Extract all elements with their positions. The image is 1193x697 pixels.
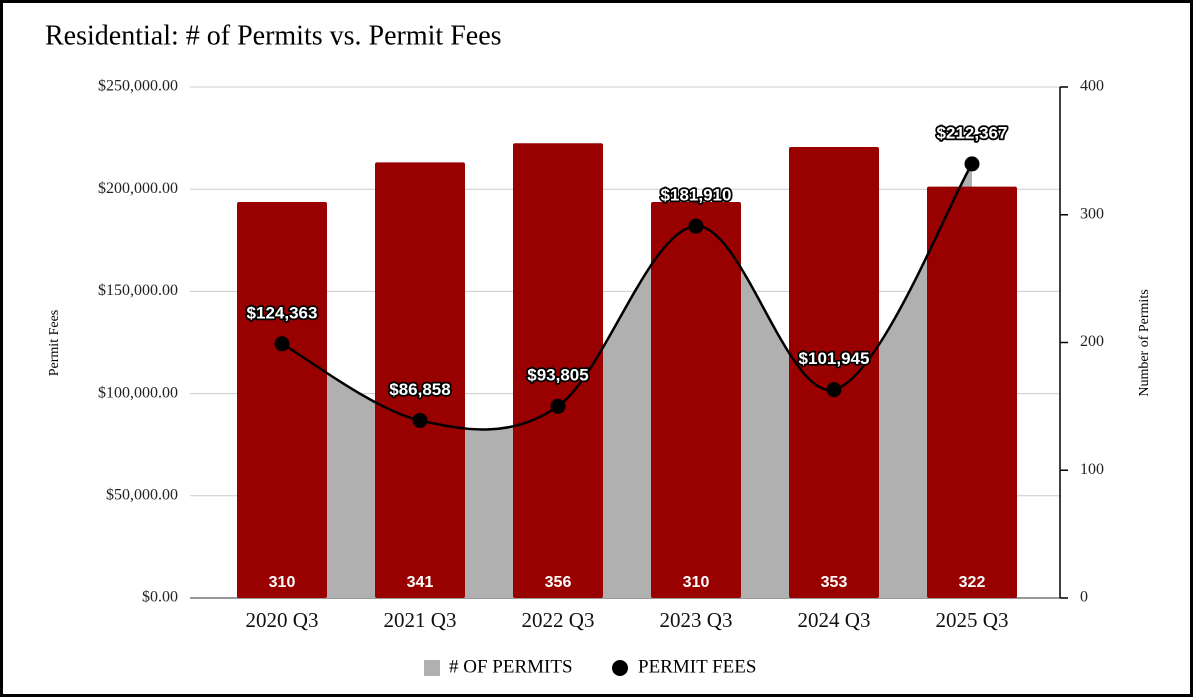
- chart-title: Residential: # of Permits vs. Permit Fee…: [45, 20, 502, 51]
- point: [964, 156, 980, 172]
- bar-label: 341: [407, 574, 434, 591]
- data-label: $101,945: [799, 349, 870, 368]
- legend-swatch: [424, 660, 440, 676]
- bar-label: 322: [959, 574, 986, 591]
- y-axis-label: Permit Fees: [47, 310, 62, 377]
- point: [688, 218, 704, 234]
- x-tick-label: 2023 Q3: [660, 608, 733, 632]
- y-tick-label: $150,000.00: [98, 282, 178, 299]
- point: [412, 412, 428, 428]
- y2-tick-label: 200: [1080, 333, 1104, 350]
- bar: [789, 147, 879, 599]
- legend-label: PERMIT FEES: [638, 656, 756, 677]
- x-tick-label: 2024 Q3: [798, 608, 871, 632]
- bar: [237, 201, 327, 598]
- y-tick-label: $200,000.00: [98, 180, 178, 197]
- y-tick-label: $50,000.00: [106, 486, 178, 503]
- y-tick-label: $0.00: [142, 589, 178, 606]
- bar-label: 356: [545, 574, 572, 591]
- y2-tick-label: 300: [1080, 205, 1104, 222]
- x-tick-label: 2025 Q3: [936, 608, 1009, 632]
- data-label: $181,910: [661, 186, 732, 205]
- y-tick-label: $100,000.00: [98, 384, 178, 401]
- bar-label: 310: [683, 574, 710, 591]
- y2-tick-label: 100: [1080, 461, 1104, 478]
- x-tick-label: 2020 Q3: [246, 608, 319, 632]
- data-label: $93,805: [527, 366, 588, 385]
- y2-tick-label: 400: [1080, 78, 1104, 95]
- legend-label: # OF PERMITS: [449, 656, 573, 677]
- bar: [651, 201, 741, 598]
- bar-label: 310: [269, 574, 296, 591]
- bar: [513, 143, 603, 598]
- data-label: $86,858: [389, 380, 450, 399]
- y2-tick-label: 0: [1080, 589, 1088, 606]
- x-tick-label: 2022 Q3: [522, 608, 595, 632]
- bar: [927, 186, 1017, 598]
- point: [826, 382, 842, 398]
- x-tick-label: 2021 Q3: [384, 608, 457, 632]
- legend-swatch: [612, 660, 628, 676]
- y-tick-label: $250,000.00: [98, 78, 178, 95]
- point: [274, 336, 290, 352]
- bar: [375, 162, 465, 598]
- point: [550, 398, 566, 414]
- y2-axis-label: Number of Permits: [1137, 289, 1152, 396]
- bar-label: 353: [821, 574, 848, 591]
- data-label: $212,367: [937, 123, 1008, 142]
- data-label: $124,363: [247, 303, 318, 322]
